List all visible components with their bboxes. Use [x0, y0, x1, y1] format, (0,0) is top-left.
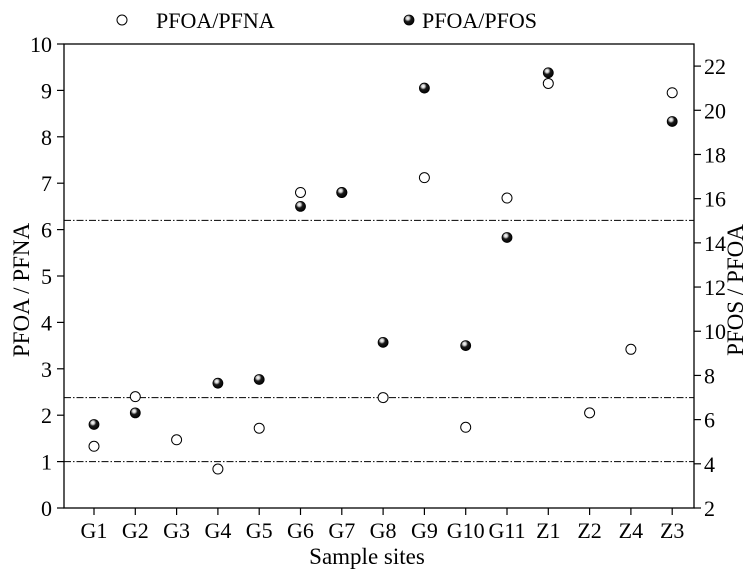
- right-y-tick-label: 6: [704, 408, 715, 433]
- point-pfoa-pfos-g1: [88, 419, 100, 430]
- point-pfoa-pfna-z3: [666, 87, 678, 99]
- x-tick-label: Z3: [660, 518, 684, 543]
- legend-marker-pfoa-pfos: [403, 14, 415, 26]
- x-tick-label: Z2: [577, 518, 601, 543]
- point-pfoa-pfos-g10: [460, 340, 472, 352]
- right-y-axis-title: PFOS / PFOA: [723, 224, 748, 356]
- point-pfoa-pfna-g5: [253, 422, 265, 434]
- point-pfoa-pfna-z2: [584, 407, 596, 419]
- x-tick-label: G10: [447, 518, 485, 543]
- legend-label-pfoa-pfos: PFOA/PFOS: [422, 8, 537, 33]
- right-y-tick-label: 12: [704, 275, 726, 300]
- x-tick-label: G8: [370, 518, 397, 543]
- left-y-axis: 0 1 2 3 4 5 6 7 8 9 10: [30, 32, 64, 521]
- legend: PFOA/PFNA PFOA/PFOS: [116, 8, 537, 33]
- x-tick-label: G2: [122, 518, 149, 543]
- x-tick-label: G5: [246, 518, 273, 543]
- right-y-tick-label: 10: [704, 319, 726, 344]
- point-pfoa-pfna-g3: [171, 434, 183, 446]
- right-y-tick-label: 16: [704, 187, 726, 212]
- point-pfoa-pfna-g10: [460, 421, 472, 433]
- point-pfoa-pfna-g4: [212, 463, 224, 475]
- left-y-tick-label: 10: [30, 32, 52, 57]
- point-pfoa-pfna-z1: [542, 77, 554, 89]
- point-pfoa-pfos-g9: [418, 82, 430, 94]
- x-tick-label: G9: [411, 518, 438, 543]
- point-pfoa-pfos-g4: [212, 377, 224, 389]
- point-pfoa-pfna-g2: [129, 391, 141, 403]
- right-y-tick-label: 2: [704, 496, 715, 521]
- point-pfoa-pfna-g8: [377, 392, 389, 404]
- right-y-tick-label: 4: [704, 452, 715, 477]
- point-pfoa-pfos-g8: [377, 336, 389, 348]
- x-tick-label: G6: [287, 518, 314, 543]
- legend-marker-pfoa-pfna: [116, 14, 128, 26]
- x-tick-label: G3: [163, 518, 190, 543]
- point-pfoa-pfos-g11: [501, 232, 513, 243]
- x-axis-title: Sample sites: [309, 544, 425, 569]
- x-tick-label: G7: [328, 518, 355, 543]
- left-y-tick-label: 9: [41, 78, 52, 103]
- point-pfoa-pfos-z3: [666, 116, 678, 127]
- point-pfoa-pfna-g1: [88, 440, 100, 452]
- point-pfoa-pfos-g6: [295, 200, 306, 212]
- x-tick-label: G1: [81, 518, 108, 543]
- x-tick-label: Z4: [619, 518, 643, 543]
- left-y-axis-title: PFOA / PFNA: [9, 223, 34, 358]
- legend-label-pfoa-pfna: PFOA/PFNA: [156, 8, 275, 33]
- point-pfoa-pfna-g11: [501, 192, 513, 204]
- left-y-tick-label: 6: [41, 218, 52, 243]
- right-y-tick-label: 14: [704, 231, 726, 256]
- left-y-tick-label: 1: [41, 450, 52, 475]
- x-tick-label: G11: [488, 518, 525, 543]
- point-pfoa-pfos-z1: [542, 67, 554, 79]
- right-y-tick-label: 8: [704, 363, 715, 388]
- point-pfoa-pfna-g6: [295, 186, 306, 198]
- point-pfoa-pfna-g9: [418, 172, 430, 184]
- left-y-tick-label: 0: [41, 496, 52, 521]
- x-tick-label: G4: [204, 518, 231, 543]
- left-y-tick-label: 5: [41, 264, 52, 289]
- right-y-tick-label: 18: [704, 142, 726, 167]
- right-y-tick-label: 22: [704, 54, 726, 79]
- right-y-tick-label: 20: [704, 98, 726, 123]
- point-pfoa-pfos-g7: [336, 187, 348, 198]
- point-pfoa-pfna-z4: [625, 343, 637, 355]
- data-points: [88, 67, 678, 475]
- right-y-axis: 2 4 6 8 10 12 14 16 18 20 22: [694, 54, 726, 521]
- x-tick-label: Z1: [536, 518, 560, 543]
- plot-frame: [63, 43, 695, 509]
- left-y-tick-label: 3: [41, 357, 52, 382]
- x-axis: G1 G2 G3 G4 G5 G6 G7 G8 G9 G10 G11 Z1 Z2 Z4 Z3: [81, 508, 684, 543]
- point-pfoa-pfos-g2: [129, 407, 141, 419]
- point-pfoa-pfos-g5: [253, 374, 265, 385]
- left-y-tick-label: 2: [41, 403, 52, 428]
- left-y-tick-label: 8: [41, 125, 52, 150]
- left-y-tick-label: 7: [41, 171, 52, 196]
- left-y-tick-label: 4: [41, 310, 52, 335]
